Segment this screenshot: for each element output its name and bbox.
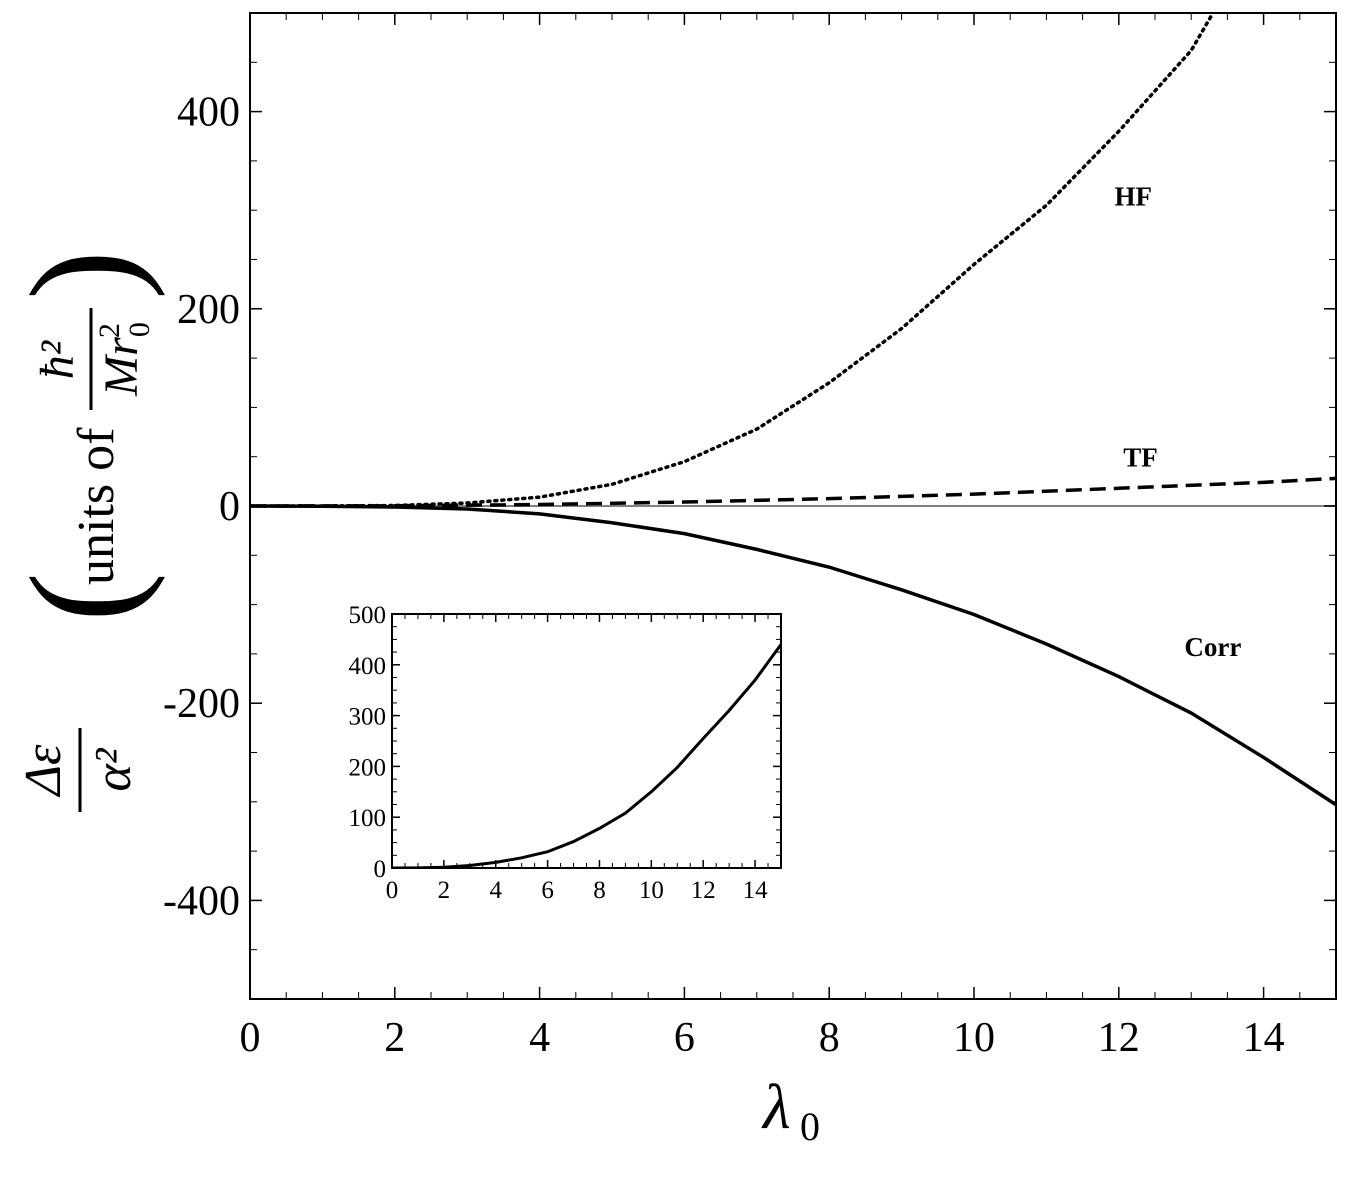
y-tick-label: 0 — [219, 484, 240, 530]
y-tick-label: 300 — [349, 704, 387, 731]
x-tick-label: 2 — [384, 1015, 405, 1061]
y-axis-title-units-denominator: Mr02 — [93, 322, 156, 397]
main-series-corr-line — [250, 504, 1336, 807]
x-tick-label: 10 — [953, 1015, 995, 1061]
x-tick-label: 2 — [438, 877, 451, 904]
y-tick-label: 400 — [177, 90, 240, 136]
x-tick-label: 0 — [240, 1015, 261, 1061]
series-label-corr: Corr — [1184, 632, 1241, 662]
x-axis-title-symbol: λ — [761, 1071, 791, 1142]
y-axis-title: Δε α² ( units of ħ² Mr02 ) — [0, 250, 166, 812]
y-axis-title-numerator: Δε — [15, 744, 72, 798]
y-tick-label: -400 — [163, 878, 240, 924]
y-tick-label: -200 — [163, 681, 240, 727]
main-series-tf-line — [250, 476, 1336, 508]
y-tick-label: 400 — [349, 653, 387, 680]
x-tick-label: 0 — [386, 877, 399, 904]
x-axis-title: λ 0 — [761, 1071, 820, 1149]
x-tick-label: 14 — [1243, 1015, 1285, 1061]
y-tick-label: 200 — [349, 754, 387, 781]
inset-plot: 0 2 4 6 8 10 12 14 0 100 200 300 400 500 — [349, 602, 782, 904]
y-axis-title-units-text: units of — [68, 427, 125, 585]
y-axis-title-units-numerator: ħ² — [31, 339, 84, 379]
x-tick-label: 4 — [489, 877, 502, 904]
x-tick-label: 4 — [529, 1015, 550, 1061]
inset-background — [392, 614, 781, 868]
x-tick-label: 14 — [743, 877, 769, 904]
series-label-tf: TF — [1123, 443, 1158, 473]
x-tick-label: 10 — [639, 877, 664, 904]
y-axis-title-open-paren: ( — [0, 572, 166, 622]
y-tick-label: 500 — [349, 602, 387, 629]
x-axis-title-subscript: 0 — [800, 1104, 820, 1149]
y-tick-label: 0 — [374, 856, 387, 883]
x-tick-label: 6 — [541, 877, 554, 904]
y-axis-title-denominator: α² — [85, 747, 142, 791]
main-series-hf-line — [250, 13, 1215, 508]
inset-axis-ticks: 0 2 4 6 8 10 12 14 0 100 200 300 400 500 — [349, 602, 782, 904]
series-label-hf: HF — [1115, 181, 1153, 211]
y-tick-label: 100 — [349, 805, 387, 832]
main-series-group — [250, 13, 1336, 807]
x-tick-label: 12 — [691, 877, 716, 904]
main-series-labels: HF TF Corr — [1115, 181, 1242, 662]
x-tick-label: 6 — [674, 1015, 695, 1061]
x-tick-label: 12 — [1098, 1015, 1140, 1061]
y-axis-title-close-paren: ) — [0, 250, 166, 300]
x-tick-label: 8 — [593, 877, 606, 904]
x-tick-label: 8 — [819, 1015, 840, 1061]
y-tick-label: 200 — [177, 287, 240, 333]
